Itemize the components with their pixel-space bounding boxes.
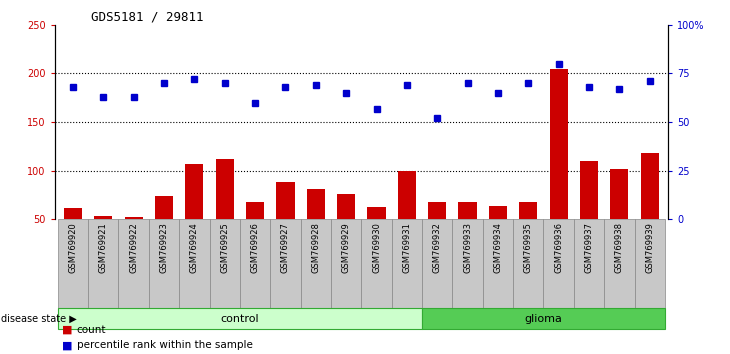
Bar: [580, 161, 598, 219]
Text: GDS5181 / 29811: GDS5181 / 29811: [91, 11, 204, 24]
Text: GSM769924: GSM769924: [190, 222, 199, 273]
Bar: [210, 219, 240, 308]
Bar: [513, 219, 544, 308]
Text: control: control: [220, 314, 259, 324]
Text: count: count: [77, 325, 106, 335]
Text: GSM769925: GSM769925: [220, 222, 229, 273]
Text: GSM769933: GSM769933: [463, 222, 472, 273]
Bar: [398, 171, 416, 219]
Bar: [185, 164, 204, 219]
Bar: [215, 159, 234, 219]
Text: GSM769937: GSM769937: [585, 222, 593, 273]
Text: GSM769938: GSM769938: [615, 222, 624, 273]
Text: GSM769929: GSM769929: [342, 222, 350, 273]
Bar: [458, 202, 477, 219]
Text: GSM769927: GSM769927: [281, 222, 290, 273]
Bar: [641, 153, 659, 219]
Bar: [428, 202, 446, 219]
Bar: [64, 208, 82, 219]
Bar: [94, 216, 112, 219]
Bar: [453, 219, 483, 308]
Bar: [58, 219, 88, 308]
Text: GSM769920: GSM769920: [69, 222, 77, 273]
Bar: [277, 183, 295, 219]
Text: GSM769935: GSM769935: [524, 222, 533, 273]
Text: GSM769931: GSM769931: [402, 222, 412, 273]
Text: GSM769932: GSM769932: [433, 222, 442, 273]
Text: GSM769922: GSM769922: [129, 222, 138, 273]
Text: GSM769923: GSM769923: [160, 222, 169, 273]
Text: disease state ▶: disease state ▶: [1, 314, 77, 324]
Bar: [88, 219, 118, 308]
Text: GSM769936: GSM769936: [554, 222, 563, 273]
Bar: [179, 219, 210, 308]
Text: GSM769930: GSM769930: [372, 222, 381, 273]
Bar: [149, 219, 179, 308]
Bar: [422, 308, 665, 329]
Bar: [125, 217, 143, 219]
Bar: [610, 169, 629, 219]
Bar: [118, 219, 149, 308]
Bar: [331, 219, 361, 308]
Bar: [246, 202, 264, 219]
Text: GSM769921: GSM769921: [99, 222, 108, 273]
Text: GSM769926: GSM769926: [250, 222, 260, 273]
Bar: [574, 219, 604, 308]
Bar: [483, 219, 513, 308]
Bar: [422, 219, 453, 308]
Bar: [361, 219, 392, 308]
Text: percentile rank within the sample: percentile rank within the sample: [77, 341, 253, 350]
Text: GSM769934: GSM769934: [493, 222, 502, 273]
Text: ■: ■: [62, 325, 72, 335]
Bar: [519, 202, 537, 219]
Bar: [367, 207, 385, 219]
Bar: [489, 206, 507, 219]
Bar: [337, 194, 356, 219]
Bar: [240, 219, 270, 308]
Bar: [301, 219, 331, 308]
Text: GSM769928: GSM769928: [311, 222, 320, 273]
Text: GSM769939: GSM769939: [645, 222, 654, 273]
Bar: [155, 196, 173, 219]
Text: glioma: glioma: [525, 314, 562, 324]
Bar: [392, 219, 422, 308]
Bar: [307, 189, 325, 219]
Bar: [270, 219, 301, 308]
Bar: [58, 308, 422, 329]
Bar: [544, 219, 574, 308]
Bar: [634, 219, 665, 308]
Bar: [550, 69, 568, 219]
Text: ■: ■: [62, 341, 72, 350]
Bar: [604, 219, 634, 308]
